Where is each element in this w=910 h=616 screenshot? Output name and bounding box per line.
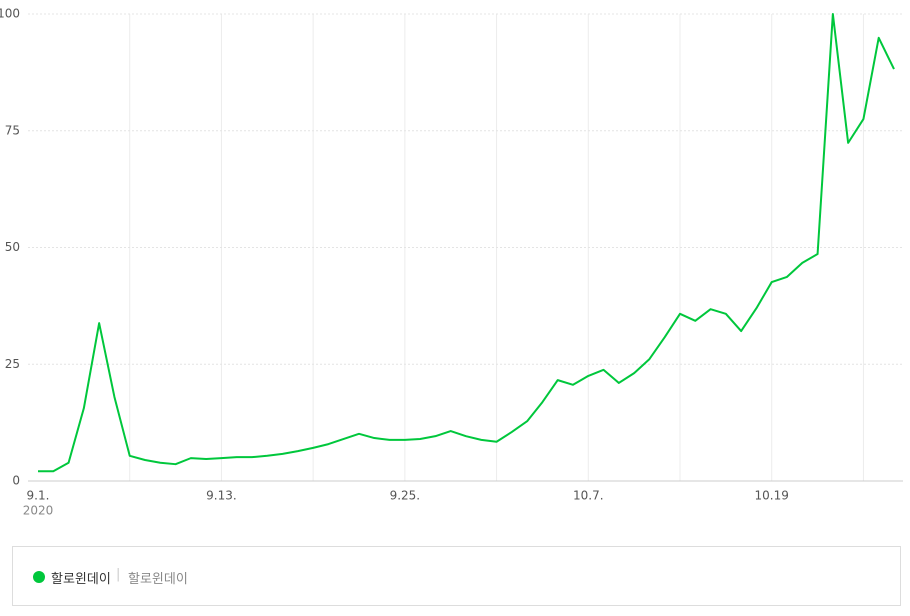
legend-keywords: 할로윈데이 [128,572,188,587]
chart: 9.1. 9.13. 9.25. 10.7. 10.19 2020 0 25 50 75 100 [0,7,903,518]
y-tick-label: 100 [0,7,20,21]
x-tick-label: 10.7. [573,489,604,503]
y-tick-label: 50 [5,240,20,254]
x-tick-label: 9.25. [390,489,421,503]
y-tick-label: 75 [5,123,20,137]
line [38,13,895,473]
x-axis-year: 2020 [23,504,54,518]
separator: | [116,567,121,582]
y-tick-label: 0 [12,474,20,488]
x-tick-label: 10.19 [755,489,789,503]
legend: 할로윈데이 | 할로윈데이 [12,546,901,606]
x-tick-label: 9.13. [206,489,237,503]
x-tick-label: 9.1. [27,489,50,503]
legend-dot [33,571,45,583]
legend-label[interactable]: 할로윈데이 [51,572,111,587]
y-tick-label: 25 [5,357,20,371]
